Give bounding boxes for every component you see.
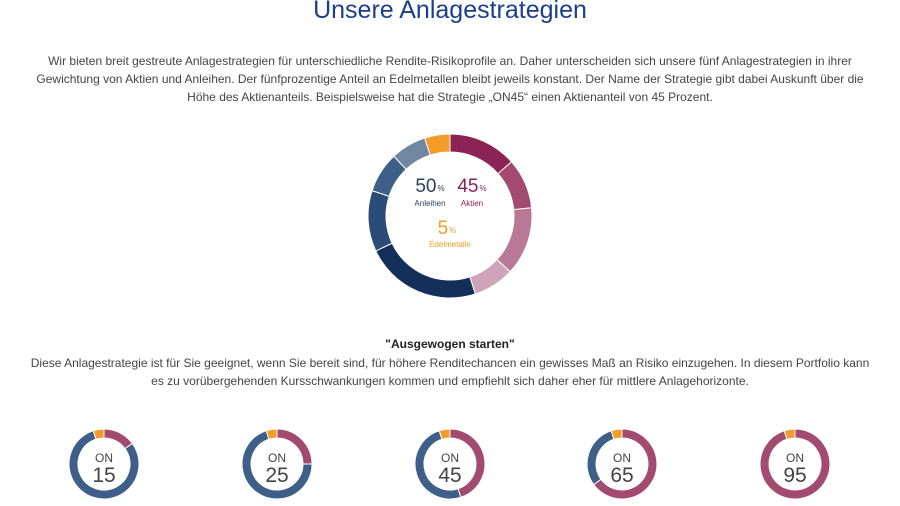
metals-ring-slice	[265, 428, 278, 440]
strategy-description: Diese Anlagestrategie ist für Sie geeign…	[30, 356, 870, 388]
strategy-number: 45	[438, 464, 462, 487]
strategy-prefix: ON	[268, 451, 286, 465]
page-title: Unsere Anlagestrategien	[313, 0, 587, 24]
strategy-on45-button[interactable]: ON 45	[414, 428, 486, 506]
stocks-ring-slice	[759, 428, 831, 500]
allocation-donut-chart: 50% Anleihen 45% Aktien 5% Edelmetalle	[367, 133, 533, 299]
strategy-prefix: ON	[786, 451, 804, 465]
bonds-slice	[375, 242, 476, 299]
stocks-ring-slice	[103, 428, 134, 450]
bonds-percent: 50%	[415, 176, 444, 197]
stocks-label: Aktien	[461, 199, 483, 208]
strategy-number: 25	[265, 464, 289, 487]
strategy-ring	[414, 428, 486, 500]
strategy-ring	[68, 428, 140, 500]
strategy-number: 65	[610, 464, 634, 487]
strategy-prefix: ON	[613, 451, 631, 465]
strategy-ring	[241, 428, 313, 500]
stocks-slice	[497, 161, 533, 211]
bonds-label: Anleihen	[414, 199, 445, 208]
metals-ring-slice	[438, 428, 451, 440]
strategy-prefix: ON	[441, 451, 459, 465]
strategy-number: 15	[92, 464, 116, 487]
intro-text: Wir bieten breit gestreute Anlagestrateg…	[36, 54, 864, 104]
strategy-ring	[759, 428, 831, 500]
bonds-ring-slice	[68, 430, 140, 500]
strategy-on65-button[interactable]: ON 65	[586, 428, 658, 506]
metals-percent: 5%	[438, 218, 457, 239]
metals-ring-slice	[92, 428, 105, 440]
metals-ring-slice	[610, 428, 623, 440]
strategy-on15-button[interactable]: ON 15	[68, 428, 140, 506]
metals-ring-slice	[783, 428, 796, 440]
stocks-slice	[496, 207, 533, 273]
strategy-number: 95	[783, 464, 807, 487]
metals-slice	[424, 133, 451, 156]
strategy-prefix: ON	[95, 451, 113, 465]
strategy-title: "Ausgewogen starten"	[385, 337, 515, 351]
bonds-ring-slice	[241, 430, 313, 500]
stocks-slice	[449, 133, 513, 175]
stocks-percent: 45%	[457, 176, 486, 197]
bonds-slice	[367, 190, 393, 252]
metals-label: Edelmetalle	[429, 240, 471, 249]
strategy-on25-button[interactable]: ON 25	[241, 428, 313, 506]
strategy-ring	[586, 428, 658, 500]
strategy-on95-button[interactable]: ON 95	[759, 428, 831, 506]
